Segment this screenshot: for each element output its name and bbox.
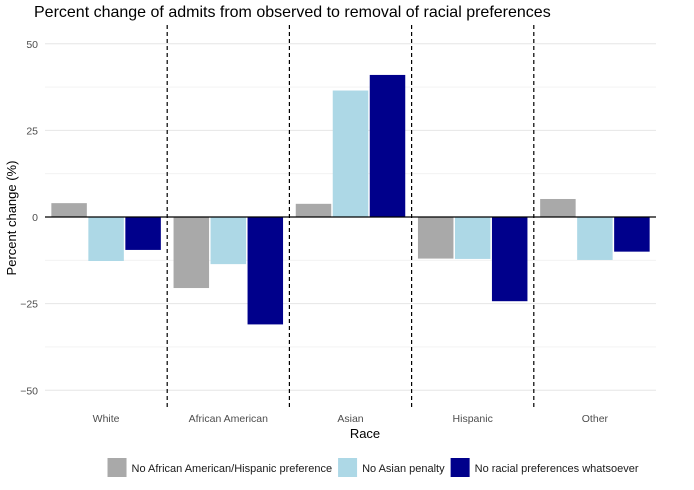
y-axis-title: Percent change (%) — [4, 161, 19, 276]
bar — [577, 217, 613, 260]
plot-area — [45, 25, 656, 410]
x-axis-ticks: White African American Asian Hispanic Other — [93, 413, 609, 425]
legend: No African American/Hispanic preference N… — [107, 458, 639, 477]
bar — [454, 217, 491, 259]
y-tick-label: −50 — [20, 385, 38, 397]
bar — [88, 217, 124, 262]
x-tick-label: African American — [189, 413, 269, 425]
legend-swatch — [338, 458, 358, 477]
bar — [369, 74, 406, 217]
legend-swatch — [107, 458, 127, 477]
legend-label: No African American/Hispanic preference — [132, 463, 333, 475]
bar — [491, 217, 528, 302]
y-tick-label: 0 — [32, 212, 38, 224]
bar — [173, 217, 210, 289]
y-tick-label: 50 — [26, 39, 38, 51]
x-tick-label: White — [93, 413, 120, 425]
bar — [247, 217, 284, 325]
bar — [51, 203, 87, 217]
y-tick-label: 25 — [26, 125, 38, 137]
bars — [51, 74, 650, 325]
chart-title: Percent change of admits from observed t… — [34, 4, 551, 21]
bar — [540, 198, 576, 217]
legend-label: No racial preferences whatsoever — [475, 463, 639, 475]
x-tick-label: Hispanic — [453, 413, 493, 425]
bar — [417, 217, 454, 259]
bar — [295, 203, 332, 217]
x-tick-label: Other — [582, 413, 609, 425]
x-axis-title: Race — [350, 426, 380, 441]
legend-label: No Asian penalty — [362, 463, 445, 475]
bar — [125, 217, 161, 250]
legend-swatch — [450, 458, 470, 477]
y-tick-label: −25 — [20, 299, 38, 311]
x-tick-label: Asian — [337, 413, 363, 425]
category-dividers — [166, 25, 535, 410]
y-axis-ticks: −50 −25 0 25 50 — [20, 39, 38, 398]
bar — [210, 217, 247, 265]
bar — [332, 90, 369, 217]
bar — [614, 217, 650, 252]
